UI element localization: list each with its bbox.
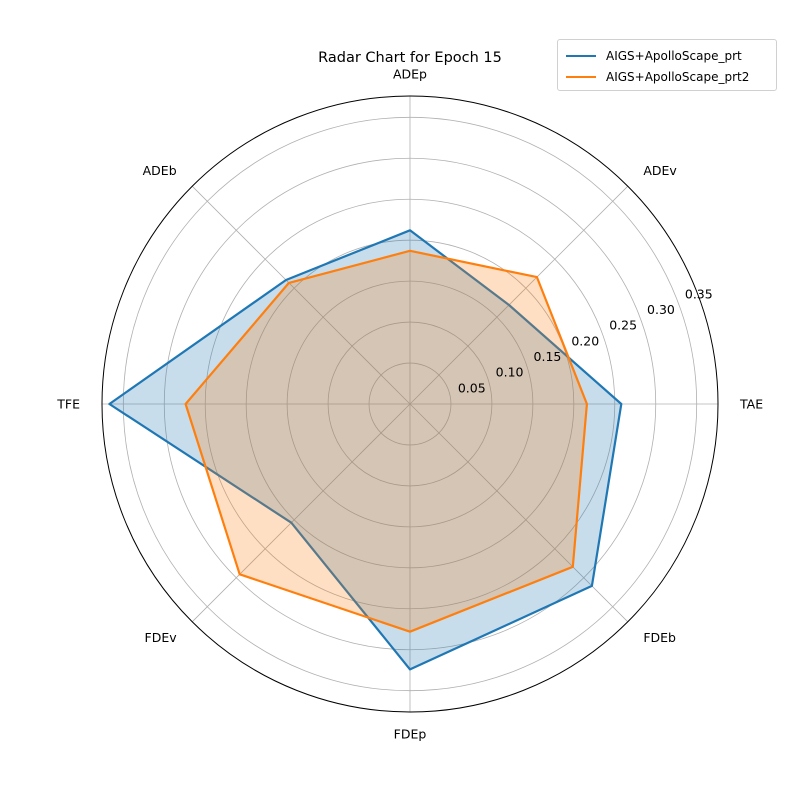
legend-label-series-1: AIGS+ApolloScape_prt [606, 48, 742, 63]
r-tick-label: 0.35 [685, 286, 713, 301]
legend: AIGS+ApolloScape_prt AIGS+ApolloScape_pr… [557, 39, 777, 91]
r-tick-label: 0.15 [534, 349, 562, 364]
outer-boundary [101, 95, 719, 713]
legend-item-series-2: AIGS+ApolloScape_prt2 [566, 66, 768, 87]
chart-title: Radar Chart for Epoch 15 [318, 50, 502, 66]
r-tick-label: 0.05 [458, 380, 486, 395]
r-tick-label: 0.10 [496, 365, 524, 380]
axis-label-tfe: TFE [56, 397, 80, 412]
r-tick-label: 0.30 [647, 302, 675, 317]
axis-label-fdev: FDEv [145, 630, 178, 645]
radar-grid [101, 95, 719, 713]
series-fill-2 [185, 250, 587, 632]
legend-swatch-series-2 [566, 75, 596, 78]
radar-labels: 0.05 0.10 0.15 0.20 0.25 0.30 0.35 ADEp ADEv TAE F… [56, 67, 763, 742]
axis-label-adep: ADEp [393, 67, 427, 82]
axis-label-fdeb: FDEb [643, 630, 676, 645]
grid-spoke [191, 403, 411, 623]
series-fill-1 [109, 230, 622, 670]
series-line-1 [108, 229, 623, 671]
grid-spoke [409, 185, 629, 405]
r-tick-label: 0.20 [571, 333, 599, 348]
radar-series [108, 229, 623, 671]
grid-spoke [191, 185, 411, 405]
axis-label-adev: ADEv [643, 163, 677, 178]
legend-item-series-1: AIGS+ApolloScape_prt [566, 45, 768, 66]
r-tick-label: 0.25 [609, 318, 637, 333]
axis-label-adeb: ADEb [143, 163, 177, 178]
axis-label-fdep: FDEp [394, 727, 427, 742]
axis-label-tae: TAE [739, 397, 763, 412]
legend-swatch-series-1 [566, 54, 596, 57]
series-line-2 [184, 249, 589, 633]
legend-label-series-2: AIGS+ApolloScape_prt2 [606, 69, 750, 84]
